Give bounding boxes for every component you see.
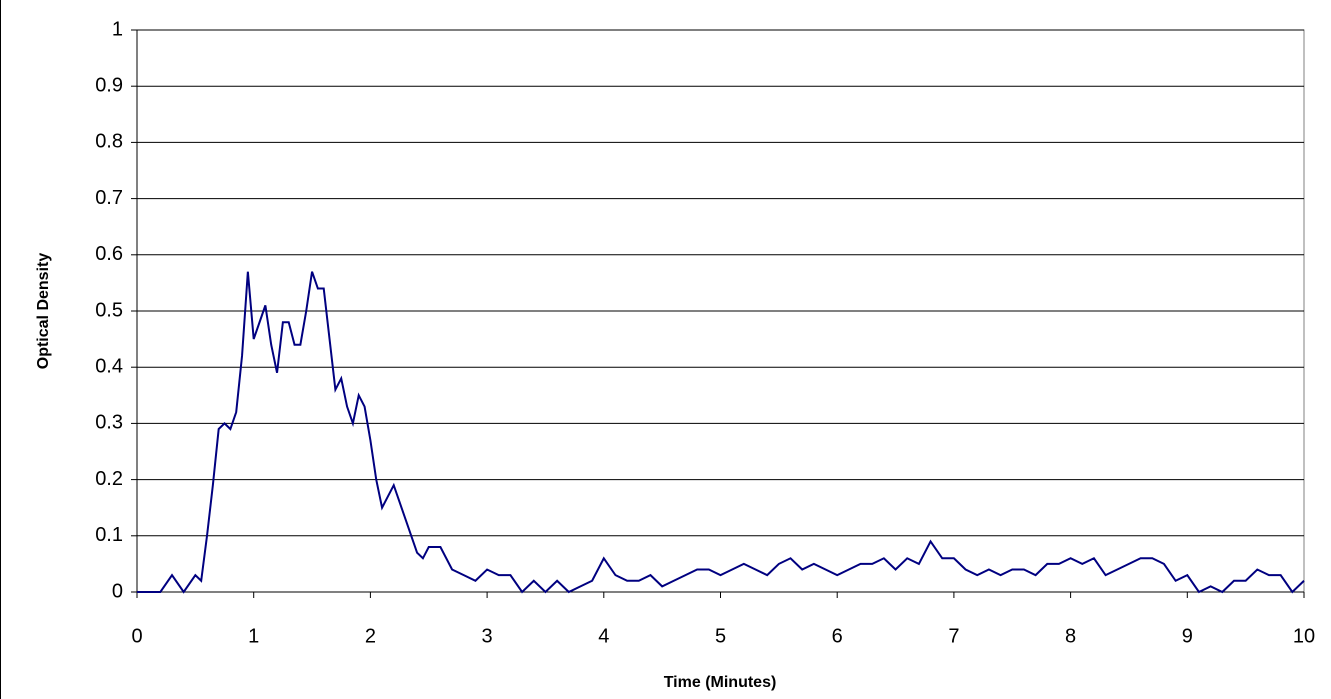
- x-tick-label: 2: [365, 625, 376, 647]
- x-tick-label: 6: [832, 625, 843, 647]
- x-axis-title: Time (Minutes): [664, 674, 777, 691]
- y-tick-label: 0.1: [95, 524, 123, 546]
- y-tick-label: 0.6: [95, 243, 123, 265]
- y-tick-label: 0.7: [95, 187, 123, 209]
- y-tick-label: 0.5: [95, 299, 123, 321]
- y-tick-label: 0.9: [95, 74, 123, 96]
- y-tick-label: 0.3: [95, 412, 123, 434]
- x-tick-label: 10: [1293, 625, 1315, 647]
- y-axis-title: Optical Density: [35, 253, 52, 370]
- x-tick-label: 4: [598, 625, 609, 647]
- y-tick-label: 0.2: [95, 468, 123, 490]
- y-tick-label: 1: [112, 18, 123, 40]
- x-tick-label: 9: [1182, 625, 1193, 647]
- x-tick-label: 1: [248, 625, 259, 647]
- y-tick-label: 0.4: [95, 355, 123, 377]
- y-tick-label: 0: [112, 580, 123, 602]
- x-tick-label: 5: [715, 625, 726, 647]
- x-tick-label: 0: [131, 625, 142, 647]
- data-line: [137, 271, 1305, 594]
- x-tick-label: 3: [482, 625, 493, 647]
- x-tick-label: 7: [948, 625, 959, 647]
- x-tick-label: 8: [1065, 625, 1076, 647]
- y-tick-label: 0.8: [95, 131, 123, 153]
